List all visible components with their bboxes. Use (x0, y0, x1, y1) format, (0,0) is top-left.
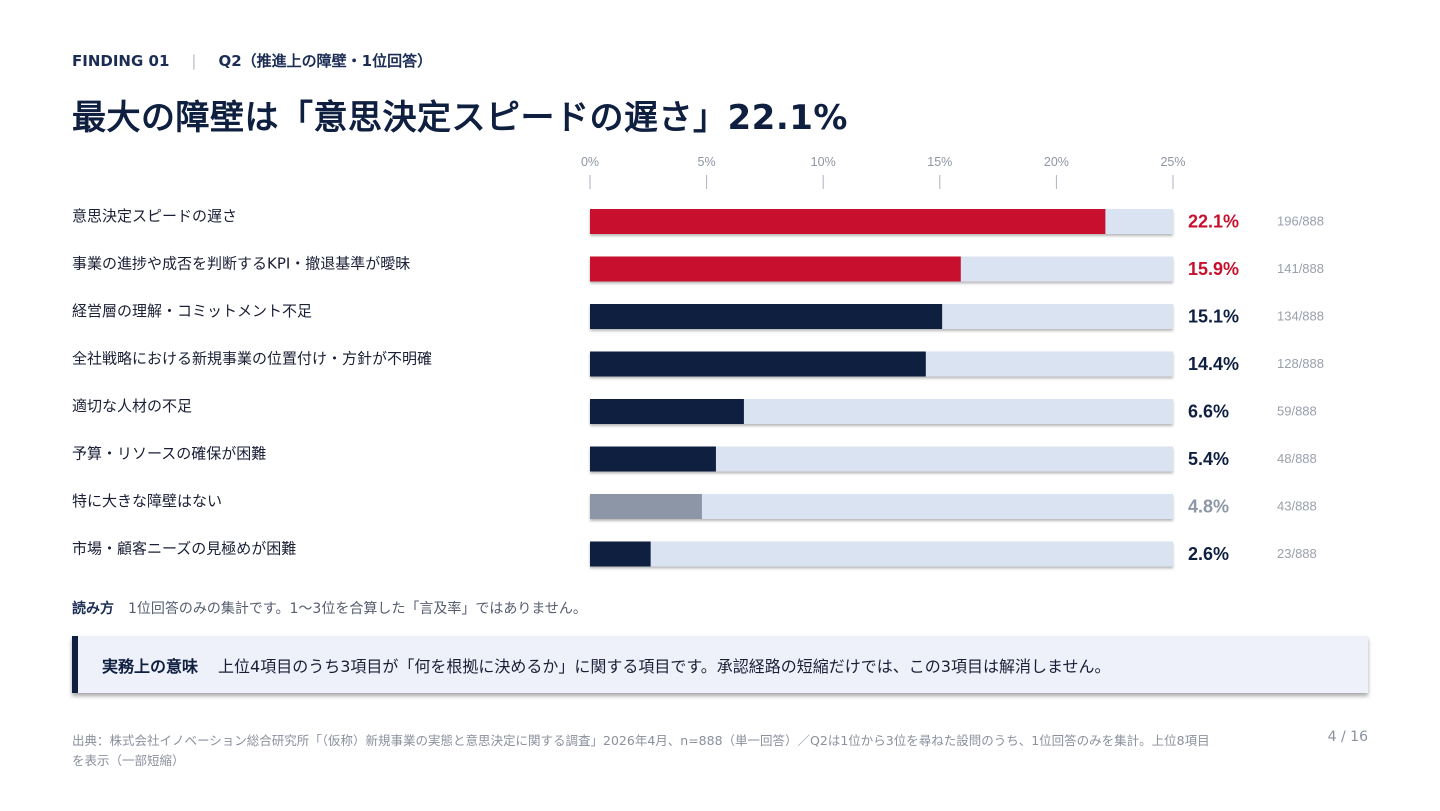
count-label: 23/888 (1277, 546, 1317, 561)
bar (590, 494, 702, 519)
value-label: 6.6% (1188, 402, 1229, 422)
bar-track (590, 304, 1173, 329)
category-label: 適切な人材の不足 (72, 397, 192, 415)
count-label: 141/888 (1277, 261, 1324, 276)
bar-track (590, 351, 1173, 377)
value-label: 15.9% (1188, 259, 1239, 279)
bar (590, 541, 651, 567)
value-label: 15.1% (1188, 307, 1239, 327)
count-label: 59/888 (1277, 404, 1317, 419)
value-label: 22.1% (1188, 212, 1239, 232)
count-label: 128/888 (1277, 356, 1324, 371)
x-tick-label: 10% (811, 155, 836, 169)
count-label: 48/888 (1277, 451, 1317, 466)
x-tick-label: 0% (581, 155, 599, 169)
reading-label: 読み方 (72, 601, 114, 617)
bar-track (590, 399, 1173, 424)
value-label: 5.4% (1188, 449, 1229, 469)
question-label: Q2（推進上の障壁・1位回答） (218, 52, 433, 70)
implication-callout: 実務上の意味 上位4項目のうち3項目が「何を根拠に決めるか」に関する項目です。承認… (72, 636, 1368, 693)
bar (590, 304, 943, 329)
bar (590, 351, 926, 377)
category-label: 市場・顧客ニーズの見極めが困難 (72, 540, 296, 558)
slide-title: 最大の障壁は「意思決定スピードの遅さ」22.1% (72, 98, 848, 138)
reading-note: 読み方 1位回答のみの集計です。1〜3位を合算した「言及率」ではありません。 (72, 598, 587, 618)
category-label: 全社戦略における新規事業の位置付け・方針が不明確 (72, 350, 432, 368)
bar-track (590, 256, 1173, 282)
finding-label: FINDING 01 (72, 51, 170, 70)
header-separator: | (191, 51, 197, 70)
callout-label: 実務上の意味 (102, 656, 199, 676)
category-label: 特に大きな障壁はない (72, 492, 222, 510)
category-label: 経営層の理解・コミットメント不足 (72, 302, 312, 320)
count-label: 134/888 (1277, 309, 1324, 324)
section-header: FINDING 01 | Q2（推進上の障壁・1位回答） (72, 50, 432, 71)
bar (590, 209, 1106, 234)
bar-track (590, 209, 1173, 234)
x-tick-label: 15% (927, 155, 952, 169)
x-tick-label: 25% (1160, 155, 1185, 169)
value-label: 4.8% (1188, 497, 1229, 517)
page-number: 4 / 16 (1327, 729, 1368, 745)
bar-track (590, 446, 1173, 472)
category-label: 意思決定スピードの遅さ (72, 207, 237, 225)
value-label: 2.6% (1188, 544, 1229, 564)
count-label: 43/888 (1277, 499, 1317, 514)
callout-text: 上位4項目のうち3項目が「何を根拠に決めるか」に関する項目です。承認経路の短縮だ… (218, 656, 1111, 676)
bar-track (590, 494, 1173, 519)
category-label: 予算・リソースの確保が困難 (72, 445, 266, 463)
bar (590, 446, 716, 472)
bar (590, 256, 961, 282)
x-tick-label: 20% (1044, 155, 1069, 169)
count-label: 196/888 (1277, 214, 1324, 229)
reading-text: 1位回答のみの集計です。1〜3位を合算した「言及率」ではありません。 (128, 601, 587, 617)
bar-track (590, 541, 1173, 567)
bar (590, 399, 744, 424)
source-note: 出典：株式会社イノベーション総合研究所「（仮称）新規事業の実態と意思決定に関する… (72, 733, 1210, 768)
category-label: 事業の進捗や成否を判断するKPI・撤退基準が曖昧 (72, 255, 410, 273)
value-label: 14.4% (1188, 354, 1239, 374)
x-tick-label: 5% (698, 155, 716, 169)
